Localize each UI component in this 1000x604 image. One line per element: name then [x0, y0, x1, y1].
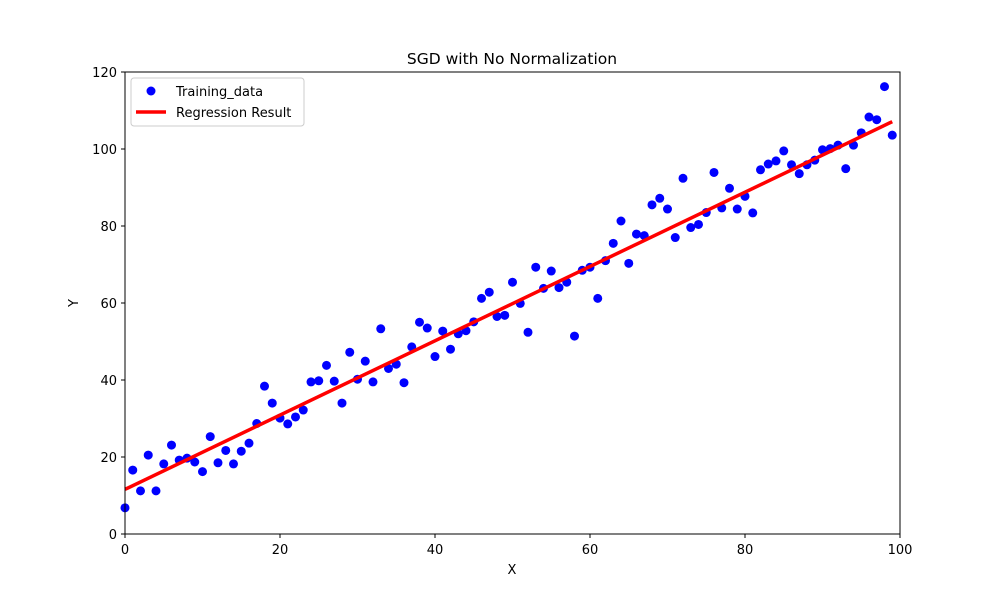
data-point: [322, 360, 331, 370]
data-point: [477, 293, 486, 303]
data-point: [260, 381, 269, 391]
data-point: [880, 82, 889, 92]
x-tick-label: 20: [272, 543, 289, 558]
data-point: [554, 283, 564, 293]
data-point: [887, 130, 897, 140]
data-point: [841, 164, 851, 174]
legend-label-regression-result: Regression Result: [176, 106, 291, 121]
data-point: [205, 432, 215, 442]
legend: Training_data Regression Result: [130, 77, 305, 127]
data-point: [384, 363, 393, 373]
data-point: [686, 223, 696, 233]
data-point: [291, 412, 300, 422]
data-point: [818, 145, 827, 155]
data-point: [159, 459, 169, 469]
y-tick-label: 40: [100, 374, 117, 389]
x-axis-label: X: [508, 563, 517, 578]
data-point: [632, 229, 641, 239]
legend-marker-training-data: [146, 86, 156, 96]
data-point: [360, 356, 370, 366]
y-tick-label: 60: [100, 297, 117, 312]
series-layer: [120, 82, 897, 513]
data-point: [546, 266, 556, 276]
data-point: [128, 465, 138, 475]
data-point: [500, 310, 510, 320]
data-point: [376, 324, 386, 334]
data-point: [771, 156, 781, 166]
data-point: [794, 169, 804, 179]
data-point: [229, 459, 238, 469]
data-point: [345, 347, 355, 357]
data-point: [198, 467, 207, 477]
x-tick-label: 0: [121, 543, 129, 558]
data-point: [508, 277, 517, 287]
y-axis-label: Y: [67, 299, 82, 308]
x-tick-label: 100: [888, 543, 913, 558]
data-point: [763, 159, 773, 169]
data-point: [329, 376, 339, 386]
y-tick-label: 120: [92, 66, 117, 81]
data-point: [531, 262, 541, 272]
data-point: [756, 165, 765, 175]
data-point: [484, 287, 494, 297]
data-point: [570, 331, 579, 341]
data-point: [732, 204, 742, 214]
data-point: [422, 323, 432, 333]
tick-layer: 0 20 40 60 80 100 0 20 40 60 80 100 120: [92, 66, 912, 558]
data-point: [655, 193, 665, 203]
chart-title: SGD with No Normalization: [407, 50, 617, 68]
data-point: [492, 311, 502, 321]
y-tick-label: 100: [92, 143, 117, 158]
data-point: [616, 216, 626, 226]
data-point: [298, 405, 308, 415]
data-point: [136, 486, 145, 496]
data-point: [678, 173, 688, 183]
data-point: [244, 438, 254, 448]
data-point: [779, 146, 789, 156]
data-point: [314, 376, 324, 386]
legend-label-training-data: Training_data: [175, 85, 263, 100]
data-point: [624, 258, 634, 268]
y-tick-label: 80: [100, 220, 117, 235]
data-point: [151, 486, 161, 496]
data-point: [694, 219, 703, 229]
data-point: [399, 378, 409, 388]
data-point: [593, 293, 603, 303]
data-point: [190, 457, 200, 467]
data-point: [709, 167, 719, 177]
data-point: [446, 344, 455, 354]
x-tick-label: 60: [582, 543, 599, 558]
data-point: [430, 352, 440, 362]
data-point: [608, 238, 618, 248]
data-point: [872, 115, 882, 125]
data-point: [415, 317, 424, 327]
data-point: [670, 233, 680, 243]
data-point: [221, 445, 231, 455]
data-point: [864, 112, 874, 122]
data-point: [213, 458, 223, 468]
x-tick-label: 80: [737, 543, 754, 558]
data-point: [306, 377, 316, 387]
y-tick-label: 0: [109, 528, 117, 543]
data-point: [647, 200, 657, 210]
data-point: [167, 440, 176, 450]
data-point: [748, 208, 758, 218]
x-tick-label: 40: [427, 543, 444, 558]
regression-line: [124, 120, 894, 491]
data-point: [337, 398, 347, 408]
data-point: [283, 419, 293, 429]
data-point: [523, 327, 533, 337]
data-point: [368, 377, 378, 387]
legend-box: [130, 77, 305, 127]
data-point: [725, 183, 734, 193]
data-point: [267, 398, 277, 408]
y-tick-label: 20: [100, 451, 117, 466]
data-point: [663, 204, 672, 214]
data-point: [438, 326, 448, 336]
data-point: [236, 446, 246, 456]
data-point: [143, 450, 153, 460]
